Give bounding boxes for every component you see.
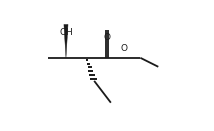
Text: O: O — [104, 33, 110, 42]
Text: OH: OH — [59, 28, 73, 37]
Polygon shape — [64, 24, 68, 58]
Text: O: O — [120, 44, 127, 53]
